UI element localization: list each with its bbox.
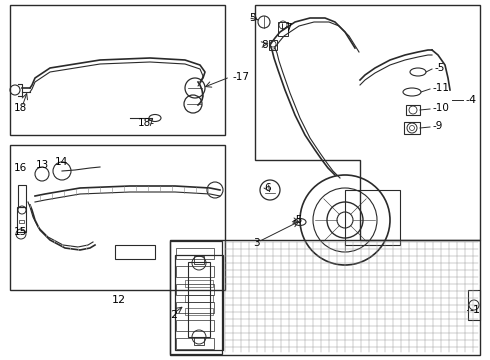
Bar [194,337,204,345]
Text: -5: -5 [434,63,444,73]
Bar [278,22,288,36]
Text: 12: 12 [112,295,126,305]
Text: -4: -4 [465,95,476,105]
Text: 15: 15 [14,227,27,237]
Text: 7: 7 [285,23,292,33]
Bar [170,240,480,355]
Text: -17: -17 [232,72,249,82]
Bar [188,262,210,337]
Text: 14: 14 [55,157,68,167]
Text: 3: 3 [253,238,260,248]
Text: -9: -9 [432,121,442,131]
Bar [404,122,420,134]
Text: -11: -11 [432,83,449,93]
Text: -5: -5 [292,215,302,225]
Bar [176,320,214,331]
Text: -10: -10 [432,103,449,113]
Bar [176,248,214,259]
Bar [19,220,24,223]
Bar [185,280,213,287]
Bar [468,290,480,320]
Bar [185,295,213,302]
Bar [185,308,213,315]
Bar [18,185,26,207]
Bar [176,284,214,295]
Bar [170,241,222,354]
Bar [406,105,420,115]
Bar [10,145,225,290]
Bar [10,5,225,135]
Bar [269,40,277,50]
Text: -1: -1 [469,305,480,315]
Text: 8: 8 [261,40,268,50]
Bar [176,266,214,277]
Bar [176,302,214,313]
Text: 6: 6 [264,183,270,193]
Text: 18: 18 [14,103,27,113]
Bar [345,190,400,245]
Bar [115,245,155,259]
Bar [194,256,204,264]
Text: 5: 5 [249,13,256,23]
Text: 18-: 18- [138,118,155,128]
Text: 16: 16 [14,163,27,173]
Bar [176,338,214,349]
Text: 2: 2 [170,310,177,320]
Bar [17,207,26,232]
Text: 13: 13 [36,160,49,170]
Bar [175,255,223,350]
